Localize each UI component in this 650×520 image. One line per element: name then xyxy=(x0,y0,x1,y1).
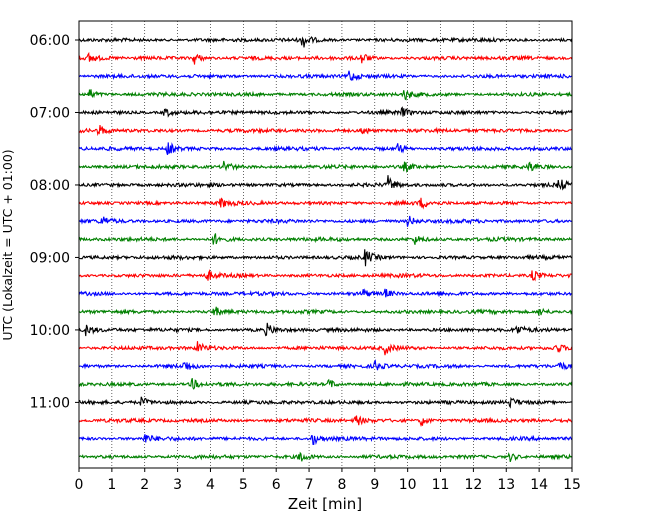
x-tick-label: 11 xyxy=(432,477,450,493)
x-tick-label: 6 xyxy=(272,477,281,493)
trace-line xyxy=(78,396,572,409)
y-tick-label: 10:00 xyxy=(30,323,70,339)
trace-line xyxy=(78,341,573,356)
trace-line xyxy=(78,378,573,390)
trace-line xyxy=(78,106,573,118)
x-tick-label: 8 xyxy=(337,477,346,493)
x-tick-label: 1 xyxy=(107,477,116,493)
trace-line xyxy=(78,36,573,48)
y-tick-label: 09:00 xyxy=(30,250,70,266)
trace-line xyxy=(78,89,573,101)
trace-line xyxy=(78,175,573,191)
x-axis-ticks: 0 1 2 3 4 5 6 7 8 9 10 11 12 13 14 15 xyxy=(75,468,581,493)
y-tick-label: 07:00 xyxy=(30,105,70,121)
trace-line xyxy=(78,451,573,463)
x-tick-label: 0 xyxy=(75,477,84,493)
y-axis-ticks: 06:00 07:00 08:00 09:00 10:00 11:00 xyxy=(30,33,79,411)
trace-line xyxy=(78,215,573,227)
x-tick-label: 2 xyxy=(140,477,149,493)
trace-line xyxy=(78,142,573,156)
trace-line xyxy=(78,288,573,298)
trace-line xyxy=(78,306,573,316)
trace-line xyxy=(78,359,573,371)
x-tick-label: 14 xyxy=(530,477,548,493)
y-tick-label: 11:00 xyxy=(30,395,70,411)
trace-line xyxy=(78,124,572,137)
y-tick-label: 08:00 xyxy=(30,178,70,194)
trace-line xyxy=(78,51,573,65)
trace-line xyxy=(78,322,573,337)
y-tick-label: 06:00 xyxy=(30,33,70,49)
y-axis-label: UTC (Lokalzeit = UTC + 01:00) xyxy=(0,149,15,340)
x-tick-label: 3 xyxy=(173,477,182,493)
x-axis-label: Zeit [min] xyxy=(288,495,362,513)
x-tick-label: 7 xyxy=(305,477,314,493)
trace-line xyxy=(78,197,572,210)
x-tick-label: 4 xyxy=(206,477,215,493)
trace-line xyxy=(78,233,572,245)
plot-frame xyxy=(78,20,573,469)
trace-line xyxy=(78,160,573,173)
trace-line xyxy=(78,70,572,82)
x-tick-label: 15 xyxy=(563,477,581,493)
grid-lines xyxy=(111,21,540,468)
x-tick-label: 5 xyxy=(239,477,248,493)
trace-line xyxy=(78,434,573,446)
trace-line xyxy=(78,249,573,267)
x-tick-label: 9 xyxy=(370,477,379,493)
x-tick-label: 13 xyxy=(497,477,515,493)
x-tick-label: 10 xyxy=(399,477,417,493)
seismogram-traces xyxy=(78,36,573,463)
trace-line xyxy=(78,415,573,428)
x-tick-label: 12 xyxy=(464,477,482,493)
trace-line xyxy=(78,269,572,282)
